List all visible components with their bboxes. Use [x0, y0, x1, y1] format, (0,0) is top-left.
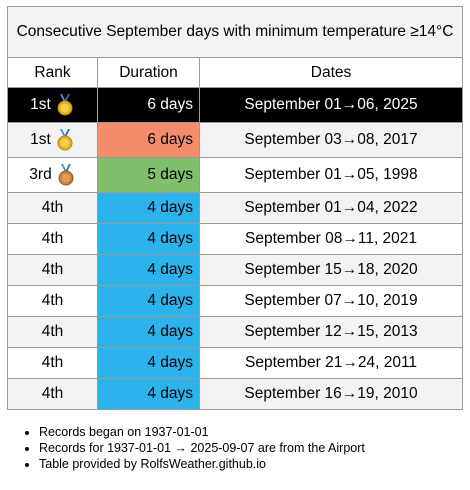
rank-label: 1st	[30, 131, 51, 148]
dates-cell: September 01→05, 1998	[198, 157, 464, 193]
duration-cell: 4 days	[97, 192, 200, 224]
rank-label: 3rd	[29, 166, 52, 183]
dates-cell: September 21→24, 2011	[198, 347, 464, 379]
dates-cell: September 07→10, 2019	[198, 285, 464, 317]
duration-cell: 4 days	[97, 223, 200, 255]
rank-label: 4th	[7, 254, 98, 286]
table-title: Consecutive September days with minimum …	[6, 6, 464, 58]
duration-cell: 4 days	[97, 285, 200, 317]
footnote-item: Records began on 1937-01-01	[39, 424, 462, 440]
rank-label: 4th	[7, 316, 98, 348]
rank-label: 4th	[7, 285, 98, 317]
dates-cell: September 16→19, 2010	[198, 378, 464, 410]
table-row: 4th 4 days September 21→24, 2011	[7, 347, 464, 379]
table-row: 4th 4 days September 12→15, 2013	[7, 316, 464, 348]
bronze-medal-icon	[56, 164, 76, 186]
dates-cell: September 03→08, 2017	[198, 122, 464, 158]
gold-medal-icon	[55, 94, 75, 116]
duration-cell: 6 days	[97, 122, 200, 158]
header-dates: Dates	[198, 57, 464, 88]
dates-cell: September 01→06, 2025	[198, 87, 464, 123]
table-row: 3rd 5 days September 01→05, 1998	[7, 157, 464, 193]
header-duration: Duration	[97, 57, 200, 88]
table-row: 1st 6 days September 01→06, 2025	[7, 87, 464, 123]
records-table: Consecutive September days with minimum …	[6, 6, 464, 410]
rank-label: 4th	[7, 347, 98, 379]
table-row: 4th 4 days September 07→10, 2019	[7, 285, 464, 317]
duration-cell: 4 days	[97, 316, 200, 348]
duration-cell: 4 days	[97, 254, 200, 286]
rank-label: 4th	[7, 192, 98, 224]
table-row: 4th 4 days September 15→18, 2020	[7, 254, 464, 286]
gold-medal-icon	[55, 129, 75, 151]
dates-cell: September 12→15, 2013	[198, 316, 464, 348]
duration-cell: 6 days	[97, 87, 200, 123]
dates-cell: September 08→11, 2021	[198, 223, 464, 255]
dates-cell: September 01→04, 2022	[198, 192, 464, 224]
duration-cell: 4 days	[97, 378, 200, 410]
table-row: 4th 4 days September 16→19, 2010	[7, 378, 464, 410]
footnote-item: Records for 1937-01-01 → 2025-09-07 are …	[39, 440, 462, 456]
duration-cell: 4 days	[97, 347, 200, 379]
dates-cell: September 15→18, 2020	[198, 254, 464, 286]
records-table-container: Consecutive September days with minimum …	[6, 6, 464, 472]
footnote-item: Table provided by RolfsWeather.github.io	[39, 456, 462, 472]
rank-label: 1st	[30, 96, 51, 113]
footnotes-list: Records began on 1937-01-01 Records for …	[7, 424, 462, 472]
table-row: 4th 4 days September 08→11, 2021	[7, 223, 464, 255]
table-row: 4th 4 days September 01→04, 2022	[7, 192, 464, 224]
table-row: 1st 6 days September 03→08, 2017	[7, 122, 464, 158]
rank-label: 4th	[7, 223, 98, 255]
header-rank: Rank	[7, 57, 98, 88]
duration-cell: 5 days	[97, 157, 200, 193]
rank-label: 4th	[7, 378, 98, 410]
